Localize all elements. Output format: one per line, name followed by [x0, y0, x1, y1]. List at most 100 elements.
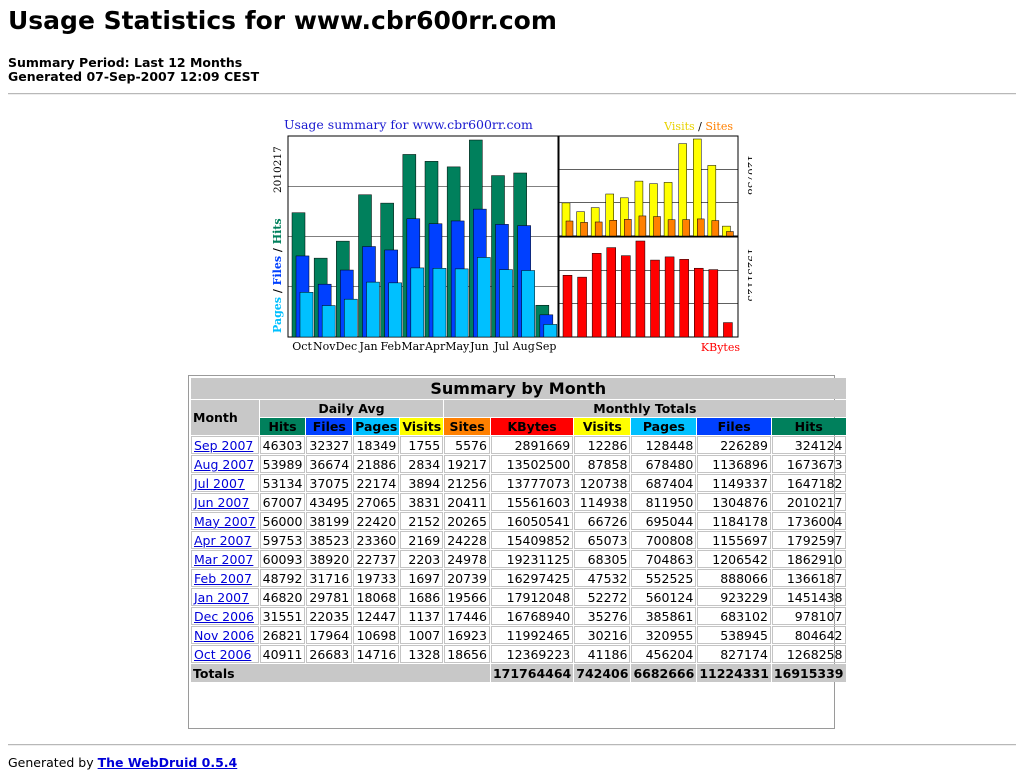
- value-cell: 15561603: [490, 493, 574, 511]
- pages-bar: [388, 282, 402, 338]
- kbytes-bar: [694, 267, 704, 338]
- month-cell: Jan 2007: [191, 588, 259, 606]
- value-cell: 59753: [259, 531, 306, 549]
- value-cell: 3831: [400, 493, 444, 511]
- value-cell: 552525: [631, 569, 697, 587]
- month-link[interactable]: Mar 2007: [194, 551, 254, 567]
- value-cell: 22420: [353, 512, 400, 530]
- column-header-visits: Visits: [400, 418, 444, 435]
- x-tick-label: Oct: [292, 340, 312, 353]
- pages-bar: [321, 305, 336, 338]
- value-cell: 2152: [400, 512, 444, 530]
- x-tick-label: Jul: [493, 340, 509, 353]
- value-cell: 888066: [697, 569, 771, 587]
- column-header-visits: Visits: [574, 418, 631, 435]
- usage-summary-chart: Oct Nov Dec Jan Feb Mar Apr May Jun Jul Aug Sep Usag…: [271, 117, 752, 354]
- sites-bar: [580, 222, 588, 237]
- x-tick-label: Nov: [313, 340, 336, 353]
- value-cell: 683102: [697, 607, 771, 625]
- value-cell: 1755: [400, 436, 444, 454]
- axis-label-part: /: [271, 285, 284, 297]
- value-cell: 560124: [631, 588, 697, 606]
- value-cell: 68305: [574, 550, 631, 568]
- month-link[interactable]: Nov 2006: [194, 627, 255, 643]
- value-cell: 41186: [574, 645, 631, 663]
- pages-bar: [499, 269, 513, 338]
- month-link[interactable]: Jan 2007: [194, 589, 250, 605]
- sites-bar: [667, 219, 676, 237]
- sites-bar: [682, 219, 690, 237]
- month-link[interactable]: Aug 2007: [194, 456, 255, 472]
- webdruid-link[interactable]: The WebDruid 0.5.4: [97, 755, 238, 770]
- value-cell: 23360: [353, 531, 400, 549]
- value-cell: 827174: [697, 645, 771, 663]
- value-cell: 1304876: [697, 493, 771, 511]
- table-row: Dec 2006 31551 22035 12447 1137 17446 16768940…: [191, 607, 846, 625]
- value-cell: 700808: [631, 531, 697, 549]
- month-link[interactable]: Apr 2007: [194, 532, 252, 548]
- value-cell: 324124: [771, 436, 846, 454]
- column-header-kbytes: KBytes: [490, 418, 574, 435]
- value-cell: 695044: [631, 512, 697, 530]
- summary-table: Summary by Month Month Daily Avg Monthly To…: [190, 377, 847, 683]
- value-cell: 56000: [259, 512, 306, 530]
- kbytes-bar: [679, 259, 689, 338]
- value-cell: 36674: [306, 455, 353, 473]
- month-link[interactable]: Jun 2007: [194, 494, 250, 510]
- value-cell: 18656: [444, 645, 490, 663]
- axis-label-part: Hits: [271, 218, 284, 244]
- totals-row: Totals 171764464 742406 6682666 11224331 1691…: [191, 664, 846, 682]
- kbytes-bar: [635, 240, 646, 338]
- month-link[interactable]: Oct 2006: [194, 646, 252, 662]
- value-cell: 2010217: [771, 493, 846, 511]
- column-header-pages: Pages: [631, 418, 697, 435]
- value-cell: 40911: [259, 645, 306, 663]
- value-cell: 1149337: [697, 474, 771, 492]
- summary-period: Summary Period: Last 12 Months: [8, 55, 243, 70]
- value-cell: 19217: [444, 455, 490, 473]
- value-cell: 27065: [353, 493, 400, 511]
- value-cell: 16923: [444, 626, 490, 644]
- kbytes-bar: [606, 247, 616, 338]
- value-cell: 114938: [574, 493, 631, 511]
- total-value-cell: 6682666: [631, 664, 697, 682]
- kbytes-bar: [650, 259, 660, 338]
- value-cell: 456204: [631, 645, 697, 663]
- month-link[interactable]: May 2007: [194, 513, 256, 529]
- legend-part: Sites: [705, 120, 733, 133]
- month-link[interactable]: Sep 2007: [194, 437, 254, 453]
- kbytes-bar: [577, 276, 587, 338]
- kbytes-bar: [562, 275, 573, 338]
- x-tick-label: Jun: [469, 340, 489, 353]
- total-value-cell: 11224331: [697, 664, 771, 682]
- table-row: Oct 2006 40911 26683 14716 1328 18656 12369223…: [191, 645, 846, 663]
- value-cell: 53134: [259, 474, 306, 492]
- generated-timestamp: Generated 07-Sep-2007 12:09 CEST: [8, 69, 260, 84]
- footer: Generated by The WebDruid 0.5.4: [8, 755, 237, 770]
- table-row: May 2007 56000 38199 22420 2152 20265 16050541…: [191, 512, 846, 530]
- value-cell: 20739: [444, 569, 490, 587]
- value-cell: 226289: [697, 436, 771, 454]
- value-cell: 1647182: [771, 474, 846, 492]
- value-cell: 1184178: [697, 512, 771, 530]
- sites-bar: [726, 231, 734, 237]
- table-row: Jun 2007 67007 43495 27065 3831 20411 15561603…: [191, 493, 846, 511]
- report-meta: Summary Period: Last 12 Months Generated…: [8, 56, 259, 84]
- value-cell: 43495: [306, 493, 353, 511]
- month-column-header: Month: [191, 400, 259, 435]
- month-cell: Sep 2007: [191, 436, 259, 454]
- x-tick-label: Dec: [336, 340, 358, 353]
- month-cell: Dec 2006: [191, 607, 259, 625]
- month-link[interactable]: Dec 2006: [194, 608, 254, 624]
- chart-title: Usage summary for www.cbr600rr.com: [284, 117, 533, 132]
- pages-bar: [344, 298, 358, 338]
- value-cell: 811950: [631, 493, 697, 511]
- month-cell: Nov 2006: [191, 626, 259, 644]
- value-cell: 687404: [631, 474, 697, 492]
- value-cell: 1451438: [771, 588, 846, 606]
- value-cell: 38523: [306, 531, 353, 549]
- sites-bar: [624, 219, 632, 237]
- visits-sites-legend: Visits / Sites: [663, 120, 733, 133]
- month-link[interactable]: Jul 2007: [194, 475, 245, 491]
- month-link[interactable]: Feb 2007: [194, 570, 252, 586]
